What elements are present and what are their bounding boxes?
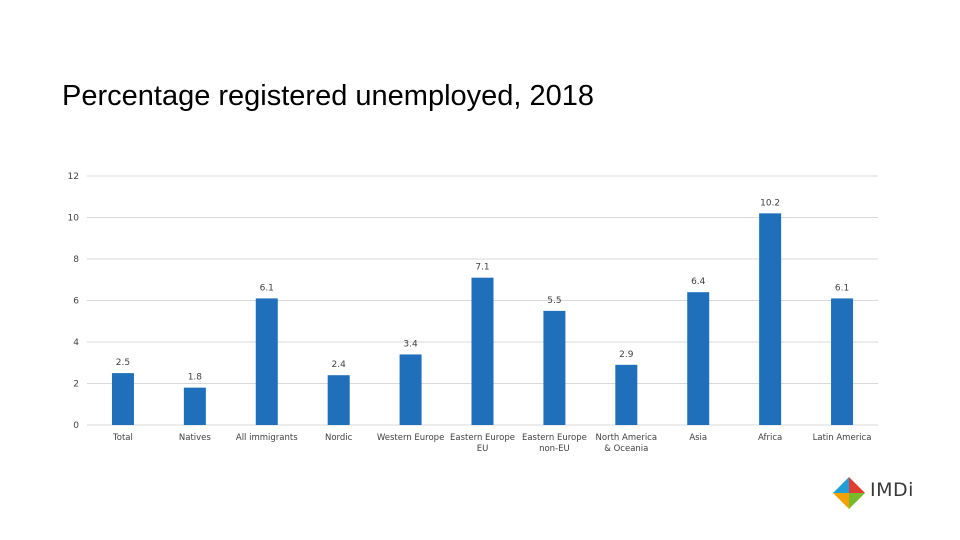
y-tick-label: 6 [73,297,79,307]
data-label: 6.4 [691,277,706,287]
y-axis-ticks: 0 2 4 6 8 10 12 [68,172,80,431]
y-tick-label: 12 [68,172,79,182]
category-label-line: All immigrants [236,433,298,443]
category-label: Western Europe [377,433,444,443]
bar [255,298,278,425]
y-tick-label: 2 [73,380,79,390]
category-label: Natives [179,433,212,443]
bar [111,373,134,425]
bar [327,375,350,425]
category-label: Nordic [325,433,353,443]
category-label-line: Nordic [325,433,353,443]
data-label: 10.2 [760,198,780,208]
category-label-line: Latin America [813,433,872,443]
bars [111,213,854,425]
data-label: 6.1 [260,283,274,293]
category-label-line: Eastern Europe [522,433,587,443]
imdi-logo-text: IMDi [870,479,914,501]
category-label-line: Western Europe [377,433,444,443]
y-tick-label: 8 [73,255,79,265]
bar [687,292,710,425]
bar [471,277,494,425]
data-label: 1.8 [188,373,203,383]
chart-title: Percentage registered unemployed, 2018 [62,80,595,112]
category-label: Asia [689,433,707,443]
category-label-line: Asia [689,433,707,443]
category-label: Latin America [813,433,872,443]
category-label: Eastern Europe non-EU [522,433,587,454]
category-label-line: North America [596,433,658,443]
category-label-line: Eastern Europe [450,433,515,443]
category-label-line: Africa [758,433,782,443]
category-label-line: & Oceania [604,444,648,454]
data-label: 2.5 [116,358,130,368]
bar [831,298,854,425]
imdi-logo-icon [833,477,865,509]
category-labels: Total Natives All immigrants Nordic Western … [112,433,871,454]
category-label: Total [112,433,133,443]
bar [543,310,566,425]
y-tick-label: 10 [68,214,80,224]
category-label: North America & Oceania [596,433,658,454]
category-label-line: Total [112,433,133,443]
data-label: 2.9 [619,350,634,360]
category-label-line: Natives [179,433,212,443]
y-tick-label: 0 [73,421,79,431]
bar [759,213,782,425]
category-label-line: non-EU [539,444,570,454]
category-label: Eastern Europe EU [450,433,515,454]
y-tick-label: 4 [73,338,79,348]
data-labels: 2.5 1.8 6.1 2.4 3.4 7.1 5.5 2.9 6.4 10.2 6.1 [116,198,849,382]
data-label: 7.1 [475,263,489,273]
data-label: 5.5 [547,296,561,306]
category-label: Africa [758,433,782,443]
bar [183,387,206,425]
category-label-line: EU [477,444,489,454]
bar [615,364,638,425]
category-label: All immigrants [236,433,298,443]
bar [399,354,422,425]
imdi-logo: IMDi [832,474,922,514]
data-label: 3.4 [403,339,418,349]
data-label: 2.4 [332,360,347,370]
data-label: 6.1 [835,283,849,293]
